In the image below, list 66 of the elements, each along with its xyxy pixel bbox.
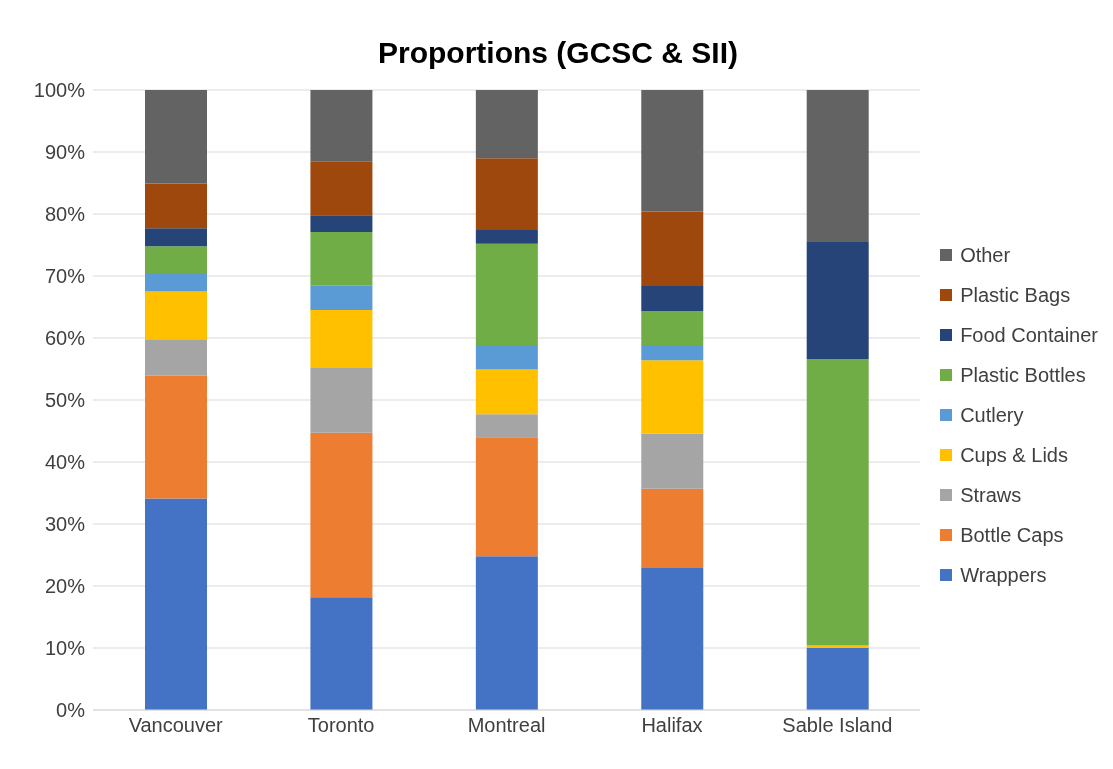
y-tick-label: 40%	[44, 451, 86, 474]
bar	[475, 556, 538, 710]
bar	[475, 243, 538, 347]
y-tick-label: 30%	[44, 513, 86, 536]
y-tick-label: 20%	[44, 575, 86, 598]
bar	[310, 432, 373, 598]
y-tick-label: 0%	[56, 699, 86, 722]
bar	[641, 568, 704, 710]
y-tick-label: 100%	[33, 79, 86, 102]
bar	[475, 90, 538, 159]
y-tick-label: 80%	[44, 203, 86, 226]
x-tick-label: Vancouver	[128, 714, 224, 737]
bar	[475, 346, 538, 370]
bar	[310, 231, 373, 286]
y-tick-label: 50%	[44, 389, 86, 412]
bar	[475, 437, 538, 557]
bar	[475, 158, 538, 231]
legend-label: Plastic Bags	[960, 283, 1071, 307]
y-tick-label: 10%	[44, 637, 86, 660]
legend-label: Plastic Bottles	[960, 363, 1086, 387]
bar	[641, 360, 704, 434]
bar	[475, 414, 538, 438]
bar	[806, 241, 869, 360]
bar	[641, 90, 704, 212]
bar	[641, 433, 704, 489]
bar	[641, 285, 704, 312]
bar	[310, 215, 373, 232]
bar	[475, 369, 538, 415]
bar	[145, 90, 207, 184]
legend-label: Straws	[960, 483, 1022, 507]
bar	[145, 246, 207, 273]
legend-label: Cutlery	[960, 403, 1024, 427]
bar	[310, 161, 373, 216]
bar	[641, 488, 704, 569]
legend-label: Other	[960, 243, 1011, 267]
x-tick-label: Montreal	[467, 714, 546, 737]
bar	[145, 498, 207, 710]
bar	[310, 597, 373, 710]
bar	[310, 310, 373, 368]
x-tick-label: Toronto	[307, 714, 375, 737]
bar	[145, 183, 207, 229]
bar	[145, 375, 207, 499]
bar	[475, 230, 538, 244]
bar	[145, 272, 207, 292]
legend-label: Food Container	[960, 323, 1098, 347]
legend-label: Bottle Caps	[960, 523, 1064, 547]
legend-label: Wrappers	[960, 563, 1047, 587]
bar	[145, 291, 207, 340]
bar	[310, 90, 373, 162]
bar	[641, 311, 704, 347]
legend-label: Cups & Lids	[960, 443, 1068, 467]
bar	[145, 228, 207, 247]
y-tick-label: 70%	[44, 265, 86, 288]
bar	[806, 90, 869, 242]
y-tick-label: 90%	[44, 141, 86, 164]
bar	[310, 367, 373, 433]
y-tick-label: 60%	[44, 327, 86, 350]
bar	[641, 346, 704, 361]
bar	[145, 339, 207, 376]
x-tick-label: Halifax	[641, 714, 703, 737]
chart-title: Proportions (GCSC & SII)	[377, 35, 739, 70]
bar	[641, 211, 704, 286]
x-tick-label: Sable Island	[782, 714, 893, 737]
bar	[806, 648, 869, 710]
bar	[310, 285, 373, 311]
bar	[806, 359, 869, 646]
